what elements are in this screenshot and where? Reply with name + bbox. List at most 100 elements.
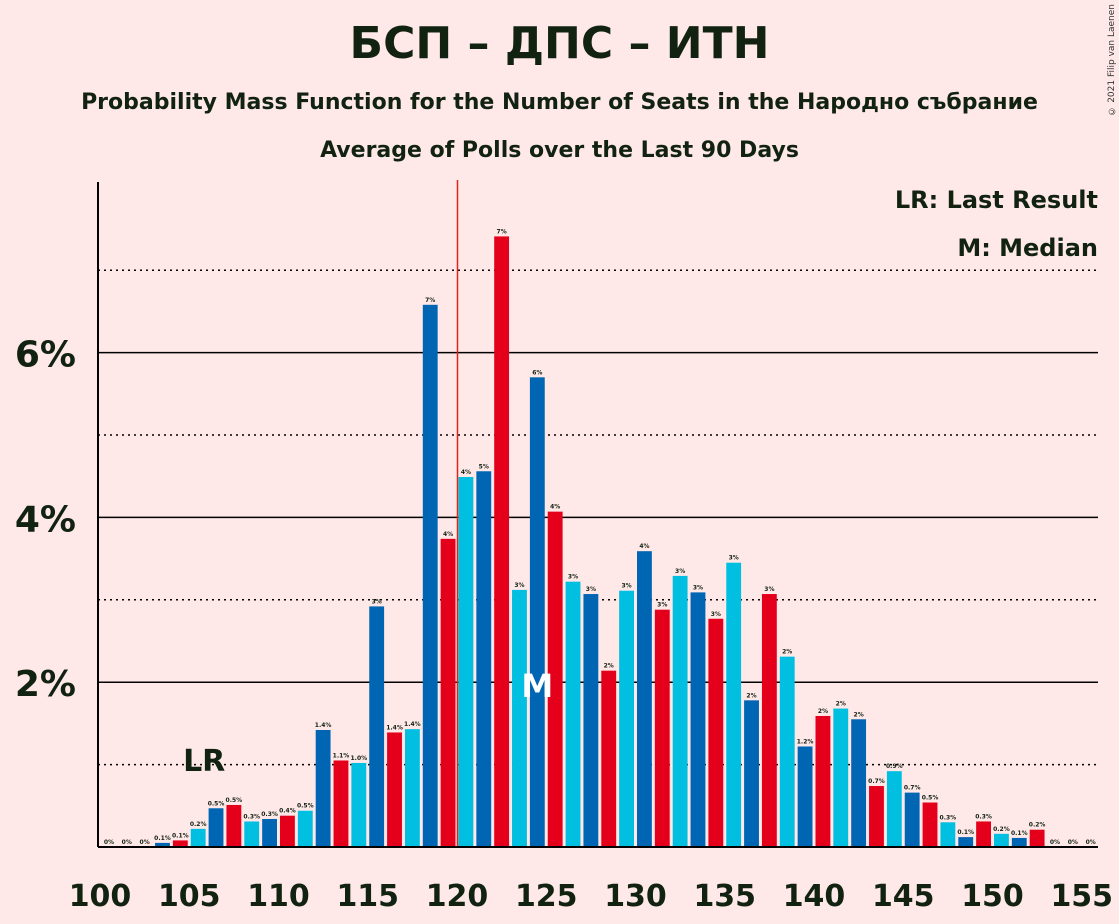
bar-value-label: 3% — [586, 586, 596, 593]
bar-value-label: 1.1% — [333, 752, 350, 759]
bar-seat-146 — [904, 792, 920, 847]
bar-seat-119 — [422, 304, 438, 848]
bar-seat-109 — [244, 821, 260, 847]
bar-value-label: 1.4% — [404, 721, 421, 728]
last-result-marker: LR — [183, 744, 225, 779]
bar-value-label: 0.3% — [261, 811, 278, 818]
bar-seat-144 — [869, 786, 884, 847]
bar-value-label: 3% — [729, 555, 739, 562]
bar-value-label: 1.4% — [315, 722, 332, 729]
bar-seat-127 — [565, 581, 581, 847]
bar-seat-114 — [333, 760, 349, 847]
bar-seat-118 — [404, 729, 420, 847]
x-tick-label: 150 — [961, 879, 1024, 914]
bar-value-label: 1.0% — [351, 755, 368, 762]
bar-value-label: 2% — [836, 701, 846, 708]
x-tick-label: 115 — [336, 879, 399, 914]
bar-seat-110 — [262, 818, 277, 847]
bar-seat-107 — [208, 808, 224, 847]
bar-seat-139 — [779, 656, 795, 847]
bar-value-label: 0% — [1050, 839, 1060, 846]
x-tick-label: 140 — [783, 879, 846, 914]
bar-seat-111 — [280, 815, 295, 847]
x-tick-label: 100 — [69, 879, 132, 914]
bar-value-label: 0% — [1086, 839, 1096, 846]
bar-value-label: 2% — [782, 649, 792, 656]
chart-subtitle: Probability Mass Function for the Number… — [81, 90, 1038, 115]
x-tick-label: 135 — [693, 879, 756, 914]
x-tick-label: 105 — [158, 879, 221, 914]
bar-seat-153 — [1029, 829, 1045, 847]
legend-median: M: Median — [957, 234, 1098, 262]
bar-seat-147 — [922, 802, 938, 847]
bar-seat-117 — [387, 732, 402, 847]
bar-value-label: 3% — [675, 568, 685, 575]
bar-seat-138 — [761, 594, 777, 847]
x-tick-label: 125 — [515, 879, 578, 914]
bar-seat-149 — [958, 837, 974, 847]
bar-seat-113 — [315, 729, 331, 847]
bar-value-label: 4% — [550, 504, 560, 511]
bar-value-label: 0.7% — [868, 778, 885, 785]
bar-seat-112 — [297, 810, 313, 847]
bar-value-label: 6% — [532, 369, 542, 376]
y-tick-label: 4% — [15, 499, 76, 540]
bar-value-label: 2% — [818, 708, 828, 715]
bar-seat-120 — [440, 538, 456, 847]
bar-seat-148 — [940, 822, 956, 847]
bar-seat-131 — [637, 551, 652, 847]
bar-value-label: 0.5% — [922, 795, 939, 802]
bar-value-label: 0% — [140, 839, 150, 846]
bar-value-label: 0.9% — [886, 763, 903, 770]
bar-seat-133 — [672, 575, 688, 847]
bar-value-label: 0.2% — [993, 826, 1010, 833]
bar-seat-141 — [815, 715, 831, 847]
bar-seat-134 — [690, 592, 706, 847]
bar-value-label: 4% — [639, 543, 649, 550]
bar-seat-150 — [976, 821, 991, 847]
bar-seat-105 — [172, 840, 188, 847]
x-tick-label: 145 — [872, 879, 935, 914]
bar-value-label: 3% — [372, 598, 382, 605]
bar-value-label: 4% — [461, 469, 471, 476]
chart-subtitle-period: Average of Polls over the Last 90 Days — [320, 138, 799, 163]
bar-seat-136 — [726, 562, 742, 847]
bar-value-label: 3% — [711, 611, 721, 618]
bar-seat-140 — [797, 746, 813, 847]
bar-value-label: 0% — [1068, 839, 1078, 846]
bar-value-label: 0.1% — [1011, 830, 1028, 837]
bar-value-label: 1.4% — [386, 724, 403, 731]
bar-seat-121 — [458, 477, 474, 847]
x-tick-label: 155 — [1050, 879, 1113, 914]
bar-value-label: 0.7% — [904, 785, 921, 792]
bar-value-label: 1.2% — [797, 738, 814, 745]
bar-seat-129 — [601, 670, 617, 847]
chart-title: БСП – ДПС – ИТН — [349, 18, 770, 69]
y-tick-label: 6% — [15, 335, 76, 376]
bar-seat-135 — [708, 618, 724, 847]
bar-value-label: 0% — [122, 839, 132, 846]
bar-value-label: 2% — [854, 711, 864, 718]
bar-seat-106 — [190, 828, 206, 847]
bar-seat-128 — [583, 594, 599, 847]
bar-value-label: 5% — [479, 463, 489, 470]
bar-value-label: 0.1% — [957, 829, 974, 836]
x-tick-label: 110 — [247, 879, 310, 914]
y-tick-label: 2% — [15, 664, 76, 705]
bar-value-label: 3% — [764, 586, 774, 593]
bar-value-label: 0.5% — [208, 800, 225, 807]
bar-seat-116 — [369, 606, 385, 847]
x-tick-label: 120 — [426, 879, 489, 914]
legend-last-result: LR: Last Result — [894, 186, 1098, 214]
bar-value-label: 0.1% — [172, 832, 189, 839]
bar-value-label: 4% — [443, 531, 453, 538]
bar-seat-124 — [512, 589, 527, 847]
bar-value-label: 3% — [657, 602, 667, 609]
bar-value-label: 7% — [425, 297, 435, 304]
bar-seat-122 — [476, 471, 492, 847]
bar-value-label: 0% — [104, 839, 114, 846]
bar-seat-104 — [155, 842, 170, 847]
bar-seat-115 — [351, 762, 367, 847]
bar-seat-142 — [833, 708, 849, 847]
